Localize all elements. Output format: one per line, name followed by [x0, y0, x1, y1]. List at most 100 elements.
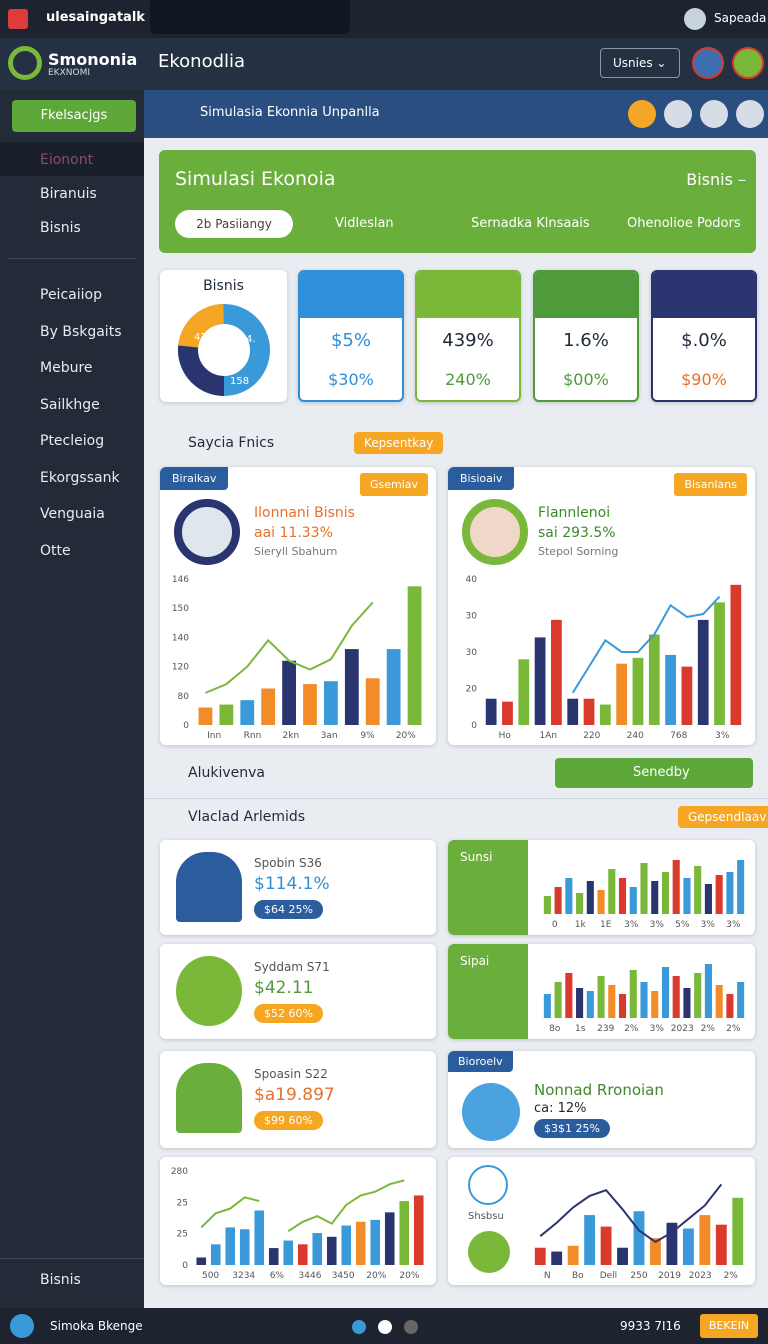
bar [386, 649, 401, 725]
badge[interactable]: Bisanlans [674, 473, 747, 496]
x-tick-label: Dell [600, 1271, 617, 1281]
bar [694, 866, 702, 914]
mini-card: Sunsi 0 1k 1E 3% 3% 5% 3% 3% [448, 840, 755, 935]
avatar[interactable] [732, 47, 764, 79]
avatar [10, 1314, 34, 1338]
bar [261, 688, 276, 725]
section-button[interactable]: Gepsendlaav [678, 806, 768, 828]
bar [565, 878, 573, 914]
nav-item[interactable]: Mebure [40, 360, 93, 376]
bar [565, 973, 573, 1018]
bar [344, 649, 359, 725]
nav-item[interactable]: Sailkhge [40, 396, 100, 413]
avatar[interactable] [692, 47, 724, 79]
donut-label: 47 [194, 332, 207, 343]
avatar [176, 852, 242, 922]
bar [732, 1197, 744, 1265]
kpi-card: 1.6% $00% [533, 270, 639, 402]
donut-label: 4. [246, 334, 256, 345]
x-tick-label: 3% [726, 920, 741, 930]
geo-card: Bioroelv Nonnad Rronoian ca: 12% $3$1 25… [448, 1051, 755, 1148]
kpi-top: 439% [442, 330, 494, 351]
x-tick-label: 9% [360, 731, 375, 741]
icon-button[interactable] [628, 100, 656, 128]
section-button[interactable]: Kepsentkay [354, 432, 444, 454]
bar [616, 663, 628, 725]
nav-item[interactable]: Otte [40, 542, 71, 559]
nav-item[interactable]: Venguaia [40, 506, 105, 522]
avatar[interactable] [684, 8, 706, 30]
logo [8, 46, 42, 80]
nav-item[interactable]: Peicaiiop [40, 287, 102, 303]
banner-right: Bisnis – [686, 170, 746, 189]
pill[interactable]: 2b Pasiiangy [175, 210, 293, 238]
bar [618, 878, 627, 914]
nav-item[interactable]: Ekorgssank [40, 469, 120, 486]
bar [543, 896, 551, 914]
x-tick-label: 2% [624, 1024, 639, 1034]
x-tick-label: 3% [650, 920, 665, 930]
kpi-header [535, 272, 637, 318]
search-button[interactable]: Fkelsacjgs [12, 100, 136, 132]
tag: Bisioaiv [448, 467, 515, 490]
bar [617, 1247, 628, 1265]
mini-card: Sipai 8o 1s 239 2% 3% 2023 2% 2% [448, 944, 755, 1039]
dot[interactable] [378, 1320, 392, 1334]
bar [239, 1229, 250, 1265]
bar [599, 704, 611, 725]
x-tick-label: 239 [597, 1024, 614, 1034]
person-name: Spoasin S22 [254, 1067, 328, 1081]
x-tick-label: 2023 [689, 1271, 712, 1281]
y-tick-label: 0 [183, 721, 189, 731]
y-tick-label: 0 [471, 721, 477, 731]
x-tick-label: 500 [202, 1271, 219, 1281]
banner: Simulasi Ekonoia Bisnis – 2b Pasiiangy V… [159, 150, 756, 253]
panel-title: Ilonnani Bisnis [254, 505, 355, 521]
x-tick-label: 3% [624, 920, 639, 930]
footer-name: Simoka Bkenge [50, 1319, 143, 1333]
x-tick-label: 2% [726, 1024, 741, 1034]
nav-item[interactable]: Biranuis [40, 186, 97, 202]
mini-thumb [448, 840, 528, 935]
bar [697, 619, 709, 725]
bar [683, 878, 691, 914]
icon-button[interactable] [664, 100, 692, 128]
user-name[interactable]: Sapeada [714, 11, 767, 25]
y-tick-label: 25 [177, 1230, 188, 1240]
app-name: ulesaingatalk [46, 10, 145, 25]
globe [462, 1083, 520, 1141]
dropdown-label: Senedby [633, 765, 690, 780]
footer-button[interactable]: BEKEIN [700, 1314, 758, 1338]
nav-item[interactable]: Bisnis [40, 220, 81, 236]
dot[interactable] [352, 1320, 366, 1334]
dropdown[interactable]: Usnies ⌄ [600, 48, 680, 78]
kpi-top: 1.6% [563, 330, 609, 351]
person-card: Syddam S71 $42.11 $52 60% [160, 944, 436, 1039]
badge[interactable]: Gsemiav [359, 473, 428, 496]
icon-button[interactable] [736, 100, 764, 128]
nav-item[interactable]: By Bskgaits [40, 323, 122, 340]
sidebar-footer[interactable]: Bisnis [40, 1272, 81, 1288]
nav-item[interactable]: Eionont [40, 152, 94, 168]
bar [210, 1244, 221, 1265]
bar [715, 1224, 727, 1265]
chart: 0 25 25 280 500 3234 6% 3446 3450 20% 20% [171, 1167, 424, 1281]
tab[interactable] [150, 0, 350, 34]
dot[interactable] [404, 1320, 418, 1334]
y-tick-label: 25 [177, 1198, 188, 1208]
bar [407, 586, 422, 725]
dropdown[interactable]: Senedby [555, 758, 753, 788]
line [205, 601, 374, 694]
bar [282, 660, 296, 725]
separator [8, 258, 136, 259]
nav-item[interactable]: Ptecleiog [40, 433, 105, 449]
mini-label: Sipai [460, 954, 490, 968]
icon-button[interactable] [700, 100, 728, 128]
y-tick-label: 30 [466, 648, 478, 658]
bar [413, 1195, 424, 1265]
x-tick-label: Ho [499, 731, 512, 741]
person-card: Spobin S36 $114.1% $64 25% [160, 840, 436, 935]
bar [682, 1228, 694, 1265]
header: Smononia EKXNOMI Ekonodlia Usnies ⌄ [0, 38, 768, 90]
geo-pill: $3$1 25% [534, 1119, 610, 1138]
